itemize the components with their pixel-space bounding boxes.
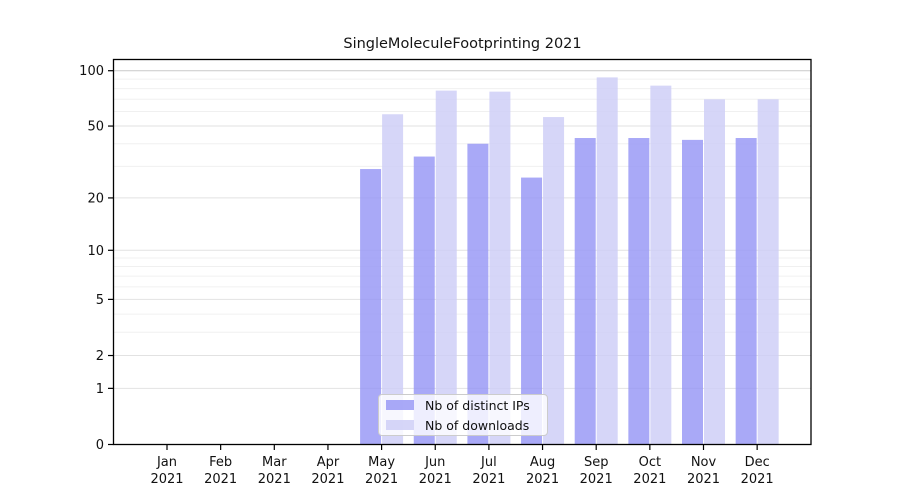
x-tick-label-month-Aug: Aug — [530, 455, 555, 470]
x-tick-label-month-Jun: Jun — [424, 455, 445, 470]
x-tick-label-month-Jan: Jan — [156, 455, 177, 470]
x-tick-label-year-Oct: 2021 — [633, 472, 666, 487]
bar-downloads-Nov-2021 — [704, 99, 725, 445]
x-tick-label-year-Nov: 2021 — [687, 472, 720, 487]
x-tick-label-year-Aug: 2021 — [526, 472, 559, 487]
x-tick-label-year-Sep: 2021 — [580, 472, 613, 487]
bar-distinct-ips-Aug-2021 — [521, 177, 543, 445]
legend: Nb of distinct IPs Nb of downloads — [378, 394, 548, 436]
x-tick-label-month-Nov: Nov — [691, 455, 717, 470]
bar-distinct-ips-Jul-2021 — [467, 143, 489, 445]
y-tick-label-20: 20 — [87, 191, 104, 206]
legend-item-downloads: Nb of downloads — [379, 417, 547, 434]
x-tick-label-month-Dec: Dec — [745, 455, 770, 470]
y-tick-label-10: 10 — [87, 244, 104, 259]
x-tick-label-year-Dec: 2021 — [741, 472, 774, 487]
bar-distinct-ips-Oct-2021 — [628, 138, 650, 445]
y-tick-label-50: 50 — [87, 120, 104, 135]
x-tick-label-year-Jan: 2021 — [150, 472, 183, 487]
x-tick-label-month-Sep: Sep — [584, 455, 609, 470]
chart-title: SingleMoleculeFootprinting 2021 — [343, 36, 582, 52]
x-tick-label-month-May: May — [368, 455, 395, 470]
bar-distinct-ips-Jun-2021 — [413, 156, 435, 445]
bar-distinct-ips-Nov-2021 — [682, 139, 703, 445]
y-tick-label-100: 100 — [79, 64, 104, 79]
legend-label-distinct-ips: Nb of distinct IPs — [425, 397, 530, 413]
x-tick-label-month-Mar: Mar — [262, 455, 287, 470]
bar-downloads-Aug-2021 — [543, 117, 565, 445]
x-tick-label-year-Feb: 2021 — [204, 472, 237, 487]
legend-label-downloads: Nb of downloads — [425, 417, 530, 433]
x-tick-label-year-Apr: 2021 — [311, 472, 344, 487]
y-tick-label-1: 1 — [96, 382, 104, 397]
x-tick-label-year-Mar: 2021 — [258, 472, 291, 487]
bar-distinct-ips-Dec-2021 — [735, 138, 757, 445]
x-tick-label-year-May: 2021 — [365, 472, 398, 487]
x-tick-label-month-Feb: Feb — [209, 455, 232, 470]
y-tick-label-5: 5 — [96, 293, 104, 308]
bar-downloads-Dec-2021 — [757, 99, 779, 445]
bar-distinct-ips-Sep-2021 — [574, 138, 596, 445]
bar-downloads-Jul-2021 — [489, 91, 511, 445]
legend-swatch-distinct-ips-icon — [386, 400, 414, 410]
y-tick-label-2: 2 — [96, 349, 104, 364]
legend-item-distinct-ips: Nb of distinct IPs — [379, 397, 547, 414]
bar-downloads-Jun-2021 — [435, 90, 457, 445]
x-tick-label-month-Oct: Oct — [639, 455, 661, 470]
x-tick-label-month-Jul: Jul — [480, 455, 497, 470]
bar-downloads-May-2021 — [382, 114, 404, 445]
x-tick-label-year-Jun: 2021 — [419, 472, 452, 487]
y-tick-label-0: 0 — [96, 438, 104, 453]
bar-downloads-Oct-2021 — [650, 85, 672, 445]
bar-downloads-Sep-2021 — [596, 77, 618, 445]
x-tick-label-year-Jul: 2021 — [472, 472, 505, 487]
x-tick-label-month-Apr: Apr — [317, 455, 340, 470]
bar-distinct-ips-May-2021 — [360, 169, 382, 445]
axis-frame — [112, 58, 812, 446]
legend-swatch-downloads-icon — [386, 420, 414, 430]
